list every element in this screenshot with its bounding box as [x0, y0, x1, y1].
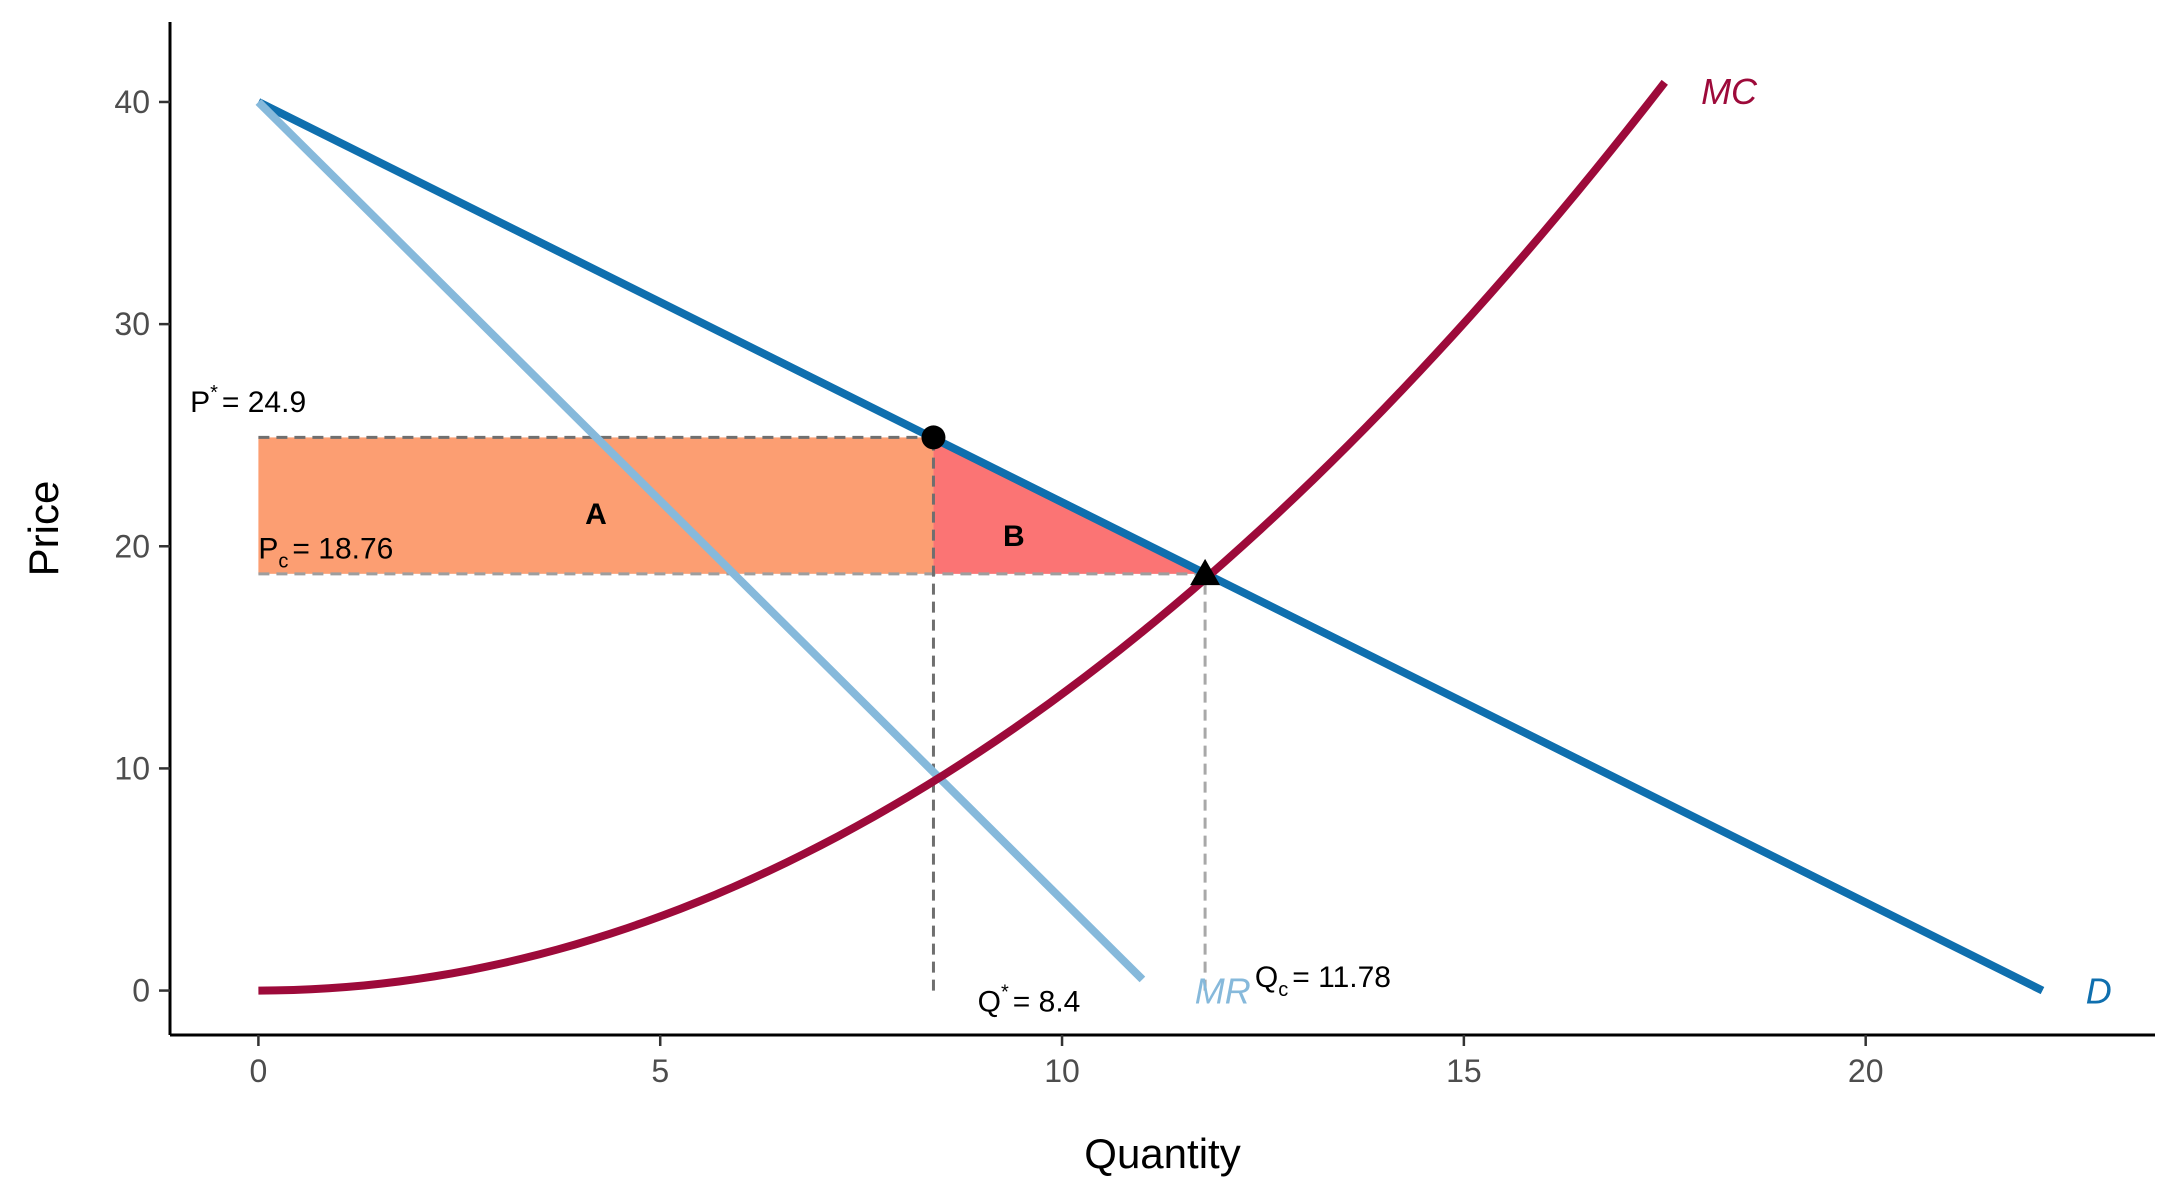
- axes: 0 5 10 15 20 0 10 20 30 40 Quantity Price: [20, 22, 2155, 1177]
- d-curve: [256, 98, 2045, 995]
- region-b-label: B: [1003, 520, 1025, 553]
- mr-curve-label: MR: [1195, 971, 1251, 1012]
- x-axis-title: Quantity: [1084, 1130, 1240, 1177]
- competitive-point: [1190, 558, 1221, 586]
- y-tick-label: 30: [114, 306, 150, 342]
- monopoly-point: [921, 425, 946, 450]
- region-a-label: A: [585, 498, 607, 531]
- equilibrium-points: [921, 425, 1221, 586]
- chart-text: D MR MC A B P* = 24.9 Pc = 18.76 Q* = 8.4 Qc = 11.78: [190, 71, 2112, 1019]
- x-tick-label: 15: [1446, 1053, 1482, 1089]
- q-star-annotation: Q* = 8.4: [978, 982, 1081, 1019]
- q-c-annotation: Qc = 11.78: [1255, 961, 1391, 1001]
- p-c-annotation: Pc = 18.76: [258, 532, 393, 572]
- mr-curve: [255, 99, 1146, 983]
- y-tick-label: 10: [114, 750, 150, 786]
- x-tick-label: 0: [250, 1053, 268, 1089]
- p-star-annotation: P* = 24.9: [190, 382, 306, 419]
- y-tick-label: 20: [114, 528, 150, 564]
- x-tick-label: 10: [1044, 1053, 1080, 1089]
- x-tick-label: 5: [651, 1053, 669, 1089]
- mc-curve-label: MC: [1701, 71, 1758, 112]
- mc-curve: [258, 79, 1668, 995]
- curves: [255, 79, 2045, 995]
- d-curve-label: D: [2086, 971, 2112, 1012]
- x-tick-label: 20: [1848, 1053, 1884, 1089]
- y-tick-label: 40: [114, 84, 150, 120]
- region-a-area: [258, 437, 934, 574]
- y-tick-label: 0: [132, 973, 150, 1009]
- y-axis-title: Price: [20, 481, 67, 577]
